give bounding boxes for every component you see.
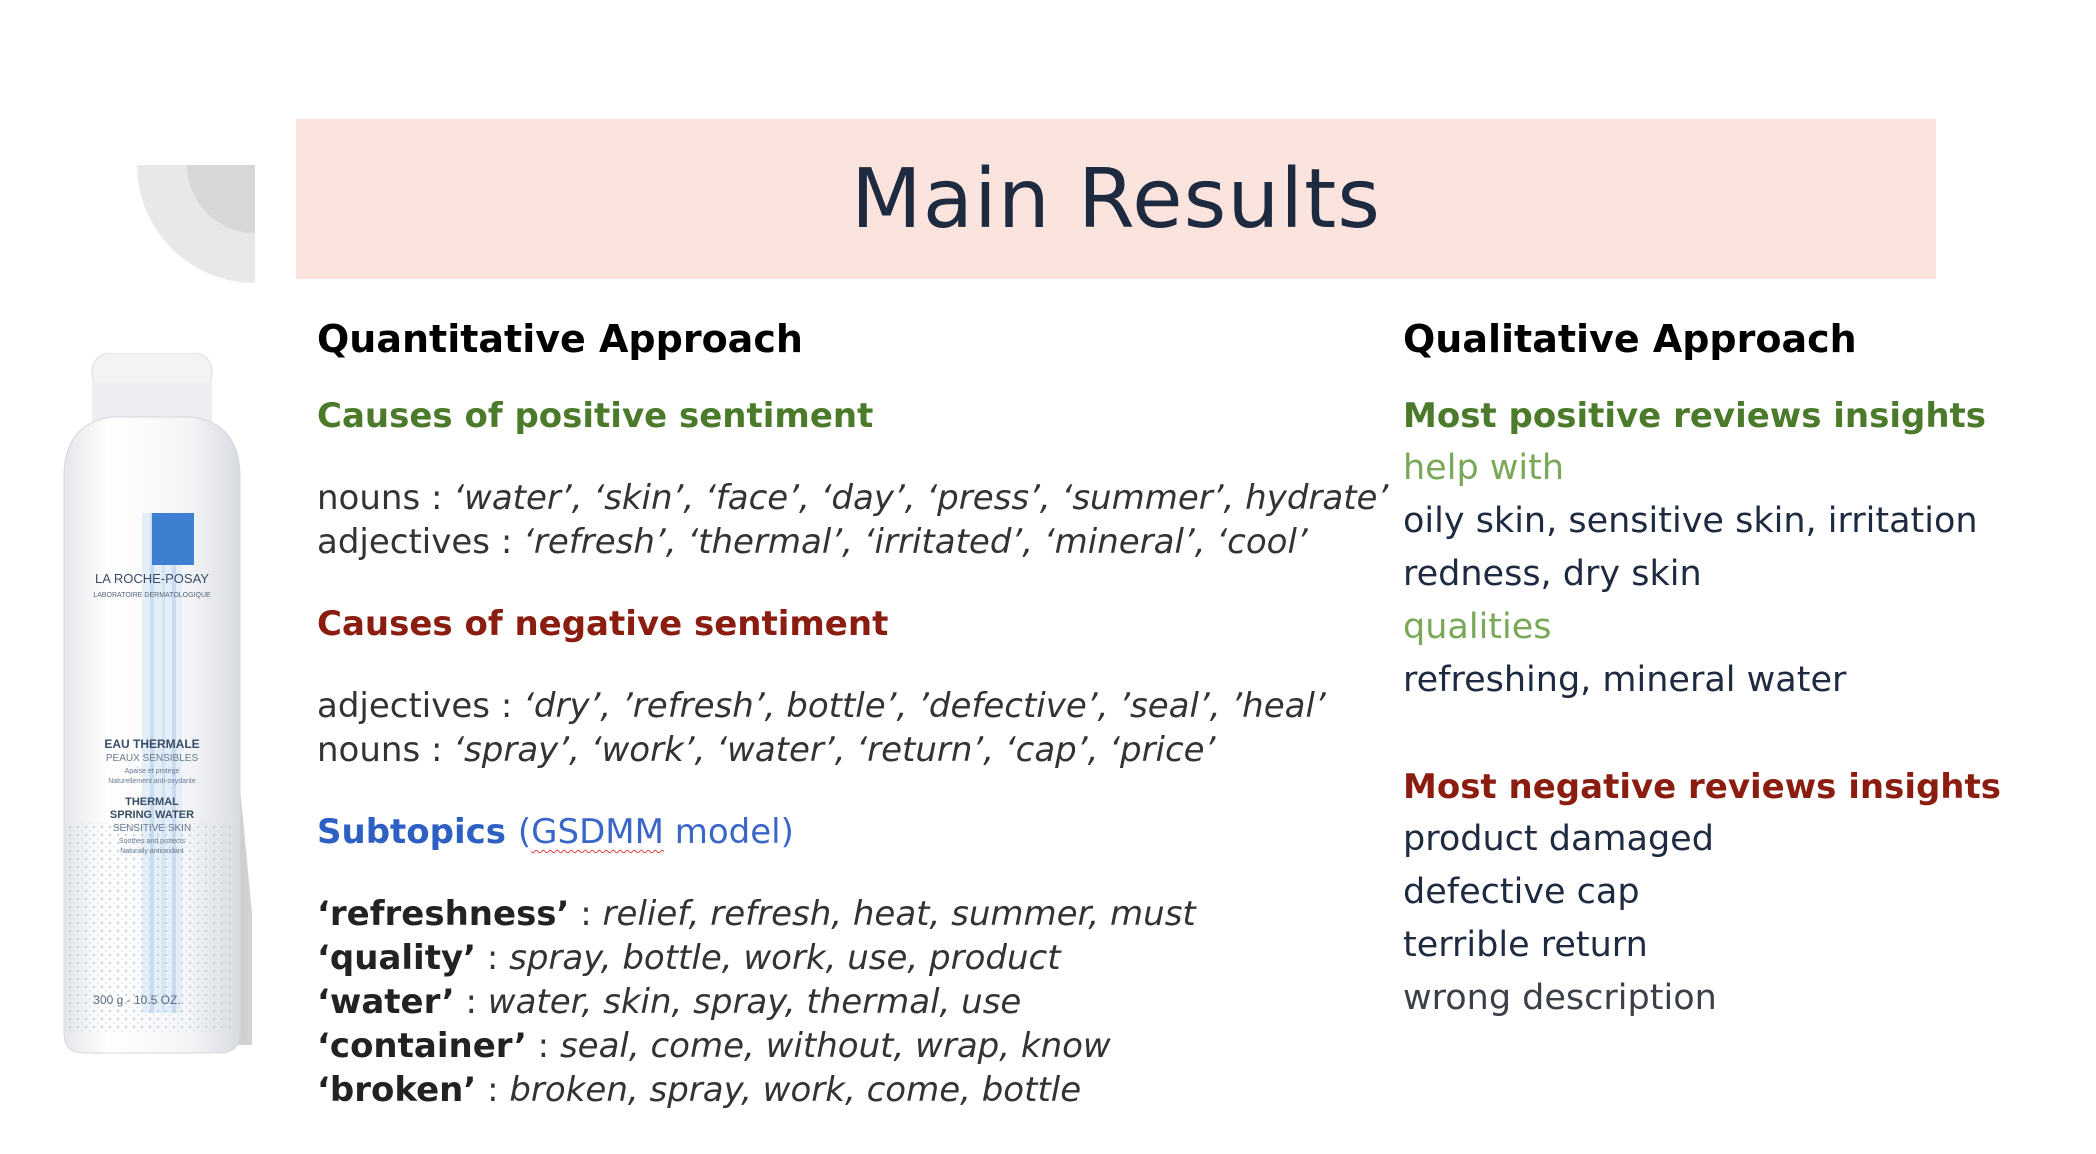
subtopic-key: ‘quality’ (317, 938, 477, 978)
subtopic-key: ‘water’ (317, 982, 455, 1022)
line-label: nouns : (317, 478, 454, 518)
line-label: nouns : (317, 730, 454, 770)
negative-insight: wrong description (1403, 978, 1717, 1018)
bottle-volume: 300 g - 10.5 OZ. (93, 993, 180, 1007)
line-terms: ‘water’, ‘skin’, ‘face’, ‘day’, ‘press’,… (453, 478, 1389, 518)
decorative-quarter-ring (137, 165, 255, 283)
qualitative-heading: Qualitative Approach (1403, 317, 1857, 361)
bottle-desc-fr-2: Naturellement anti-oxydante (108, 778, 196, 785)
positive-causes-heading: Causes of positive sentiment (317, 396, 874, 436)
subtopics-note-open: ( (517, 812, 532, 852)
page-title: Main Results (851, 151, 1381, 247)
subtopic-row: ‘water’ : water, skin, spray, thermal, u… (317, 980, 1377, 1024)
subtopic-sep: : (454, 982, 488, 1022)
subtopic-sep: : (476, 938, 510, 978)
subtopic-row: ‘container’ : seal, come, without, wrap,… (317, 1024, 1377, 1068)
help-line: oily skin, sensitive skin, irritation (1403, 501, 1978, 541)
negative-insight: product damaged (1403, 819, 1714, 859)
subtopic-row: ‘quality’ : spray, bottle, work, use, pr… (317, 936, 1377, 980)
help-line: redness, dry skin (1403, 554, 1702, 594)
subtopic-sep: : (476, 1070, 510, 1110)
negative-causes-heading: Causes of negative sentiment (317, 604, 889, 644)
line-terms: ‘dry’, ’refresh’, bottle’, ’defective’, … (523, 686, 1326, 726)
negative-insight: terrible return (1403, 925, 1648, 965)
subtopic-terms: broken, spray, work, come, bottle (509, 1070, 1082, 1110)
line-label: adjectives : (317, 686, 524, 726)
negative-insight: defective cap (1403, 872, 1640, 912)
qualities-line: refreshing, mineral water (1403, 660, 1847, 700)
qualitative-column: Qualitative Approach Most positive revie… (1403, 310, 2043, 1025)
subtopic-terms: relief, refresh, heat, summer, must (602, 894, 1196, 934)
subtopics-label: Subtopics (317, 812, 507, 852)
subtopic-terms: seal, come, without, wrap, know (559, 1026, 1111, 1066)
subtopic-terms: water, skin, spray, thermal, use (487, 982, 1022, 1022)
qualities-label: qualities (1403, 607, 1552, 647)
subtopics-note-rest: model) (663, 812, 794, 852)
negative-line-nouns: nouns : ‘spray’, ‘work’, ‘water’, ‘retur… (317, 728, 1377, 772)
subtopics-heading: Subtopics (GSDMM model) (317, 806, 1377, 858)
help-with-label: help with (1403, 448, 1565, 488)
line-label: adjectives : (317, 522, 524, 562)
subtopic-sep: : (569, 894, 603, 934)
subtopics-model-name: GSDMM (531, 812, 664, 852)
bottle-desc-en-1: Soothes and protects (119, 838, 186, 845)
subtopic-terms: spray, bottle, work, use, product (509, 938, 1061, 978)
subtopic-row: ‘refreshness’ : relief, refresh, heat, s… (317, 892, 1377, 936)
bottle-brand: LA ROCHE-POSAY (95, 571, 209, 586)
bottle-skin-en: SENSITIVE SKIN (113, 823, 191, 834)
subtopic-sep: : (526, 1026, 560, 1066)
subtopic-key: ‘broken’ (317, 1070, 477, 1110)
line-terms: ‘spray’, ‘work’, ‘water’, ‘return’, ‘cap… (453, 730, 1216, 770)
subtopic-key: ‘refreshness’ (317, 894, 570, 934)
positive-insights-heading: Most positive reviews insights (1403, 396, 1987, 436)
bottle-desc-fr-1: Apaise et protège (125, 768, 180, 775)
bottle-skin-fr: PEAUX SENSIBLES (106, 753, 199, 764)
positive-line-adjectives: adjectives : ‘refresh’, ‘thermal’, ‘irri… (317, 520, 1377, 564)
subtopic-row: ‘broken’ : broken, spray, work, come, bo… (317, 1068, 1377, 1112)
negative-line-adjectives: adjectives : ‘dry’, ’refresh’, bottle’, … (317, 684, 1377, 728)
bottle-lab: LABORATOIRE DERMATOLOGIQUE (93, 592, 211, 599)
bottle-name-fr: EAU THERMALE (104, 737, 199, 751)
quantitative-heading: Quantitative Approach (317, 317, 803, 361)
product-bottle-image: LA ROCHE-POSAY LABORATOIRE DERMATOLOGIQU… (63, 353, 252, 1054)
negative-insights-heading: Most negative reviews insights (1403, 767, 2002, 807)
quantitative-column: Quantitative Approach Causes of positive… (317, 310, 1388, 1112)
subtopic-key: ‘container’ (317, 1026, 527, 1066)
subtopics-note: (GSDMM model) (518, 812, 794, 852)
bottle-name-en-2: SPRING WATER (110, 809, 194, 821)
title-banner: Main Results (296, 119, 1936, 279)
bottle-name-en-1: THERMAL (125, 796, 179, 808)
line-terms: ‘refresh’, ‘thermal’, ‘irritated’, ‘mine… (523, 522, 1308, 562)
positive-line-nouns: nouns : ‘water’, ‘skin’, ‘face’, ‘day’, … (317, 476, 1388, 520)
bottle-desc-en-2: Naturally antioxidant (120, 848, 183, 855)
